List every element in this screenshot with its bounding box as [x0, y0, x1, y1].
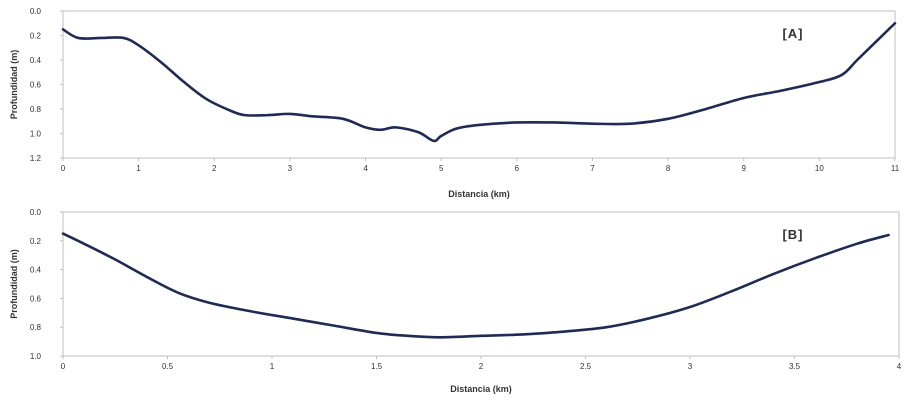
chart-a-x-tick-label: 8 — [666, 164, 671, 173]
chart-b-y-tick-label: 0.0 — [30, 208, 42, 217]
chart-b-x-tick-label: 3.5 — [789, 362, 801, 371]
chart-a-x-tick-label: 4 — [363, 164, 368, 173]
chart-a-x-tick-label: 1 — [136, 164, 141, 173]
chart-b-x-tick-label: 0 — [61, 362, 66, 371]
chart-b-depth-profile-line — [61, 232, 890, 339]
chart-b-x-tick-label: 2 — [479, 362, 484, 371]
chart-a-x-tick-label: 11 — [891, 164, 900, 173]
chart-b: 0 0.5 1 1.5 2 2.5 3 3.5 4 0.0 0.2 0.4 0.6 0.8 1.0 Dista… — [9, 208, 902, 394]
chart-a-x-tick-label: 0 — [61, 164, 66, 173]
chart-a-y-tick-label: 1.2 — [30, 154, 42, 163]
chart-b-plot-frame — [62, 211, 900, 357]
chart-b-x-tick-label: 1 — [270, 362, 275, 371]
chart-a: 0 1 2 3 4 5 6 7 8 9 10 11 0.0 0.2 0.4 0.6 0.8 1.0 1.2 Dista… — [9, 7, 900, 199]
chart-b-y-tick-label: 0.2 — [30, 237, 42, 246]
chart-a-y-tick-label: 0.8 — [30, 105, 42, 114]
chart-b-x-tick-label: 1.5 — [371, 362, 383, 371]
chart-a-x-tick-label: 10 — [815, 164, 824, 173]
chart-b-panel-label: [B] — [782, 227, 803, 242]
chart-a-y-tick-label: 0.0 — [30, 7, 42, 16]
chart-a-x-tick-label: 6 — [515, 164, 520, 173]
chart-a-x-tick-label: 9 — [742, 164, 747, 173]
chart-a-y-tick-label: 0.4 — [30, 56, 42, 65]
chart-a-y-axis-title: Profundidad (m) — [9, 50, 19, 120]
chart-a-x-tick-label: 2 — [212, 164, 217, 173]
chart-a-y-tick-label: 1.0 — [30, 130, 42, 139]
chart-a-y-tick-label: 0.2 — [30, 32, 42, 41]
chart-b-x-tick-label: 3 — [688, 362, 693, 371]
chart-a-depth-profile-line — [61, 21, 897, 143]
chart-b-x-axis-title: Distancia (km) — [450, 384, 512, 394]
chart-b-y-tick-label: 0.4 — [30, 266, 42, 275]
chart-a-x-tick-label: 3 — [288, 164, 293, 173]
chart-a-panel-label: [A] — [782, 26, 803, 41]
chart-b-y-axis-title: Profundidad (m) — [9, 249, 19, 319]
chart-b-x-tick-label: 4 — [897, 362, 902, 371]
chart-b-y-tick-label: 1.0 — [30, 352, 42, 361]
chart-a-y-tick-label: 0.6 — [30, 81, 42, 90]
chart-b-y-tick-label: 0.6 — [30, 294, 42, 303]
chart-a-x-tick-label: 7 — [590, 164, 595, 173]
chart-b-y-tick-label: 0.8 — [30, 323, 42, 332]
chart-a-x-axis-title: Distancia (km) — [448, 189, 510, 199]
chart-a-x-tick-label: 5 — [439, 164, 444, 173]
chart-b-x-tick-label: 0.5 — [162, 362, 174, 371]
chart-b-x-tick-label: 2.5 — [580, 362, 592, 371]
